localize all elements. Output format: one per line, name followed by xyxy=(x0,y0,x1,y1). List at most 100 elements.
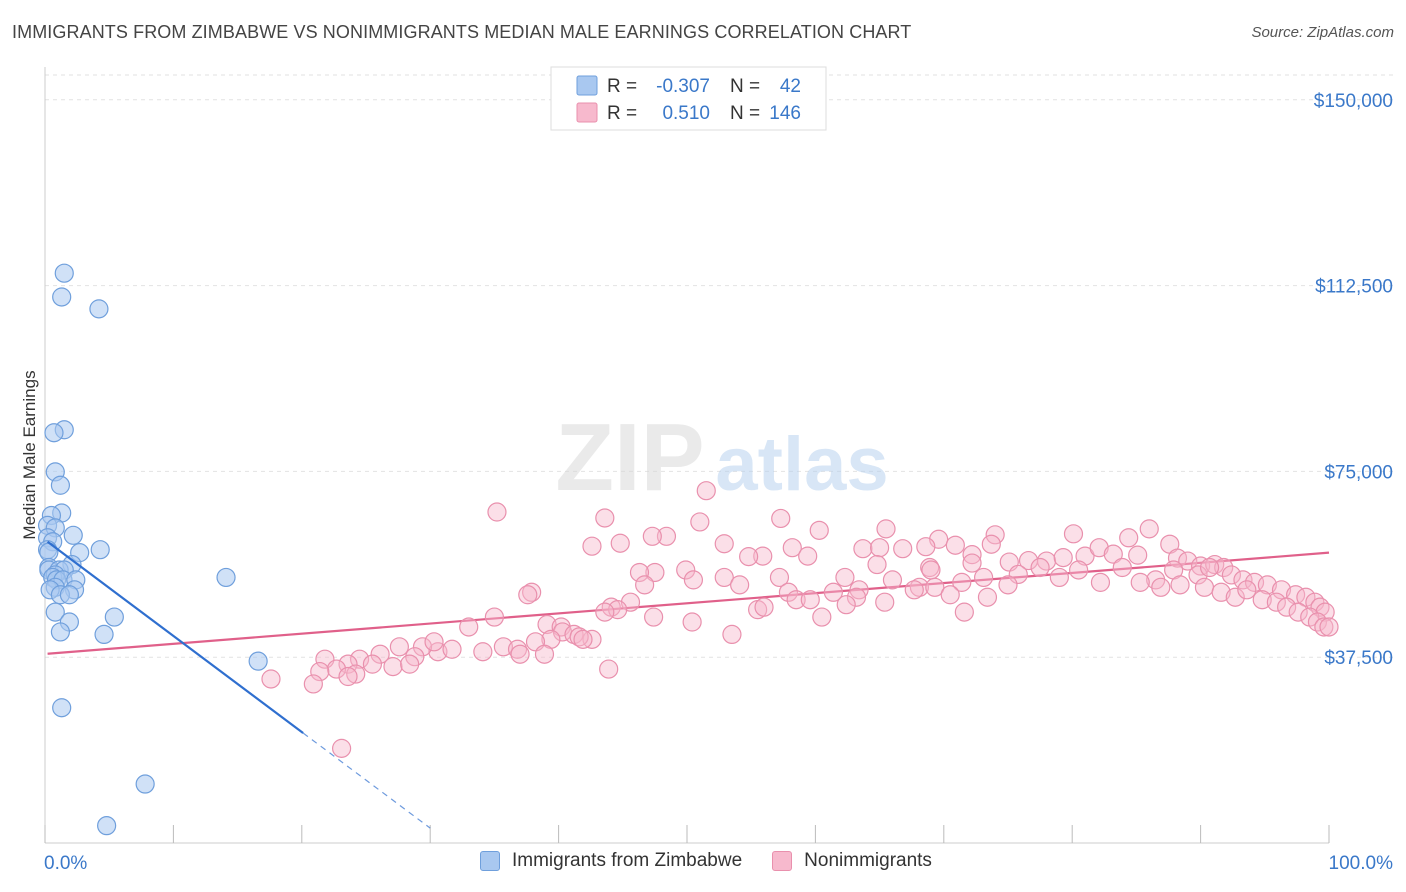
data-point-zimbabwe xyxy=(50,475,71,495)
data-point-nonimmigrants xyxy=(582,536,602,556)
trend-line-zimbabwe xyxy=(46,540,431,829)
data-point-nonimmigrants xyxy=(823,582,843,602)
data-point-nonimmigrants xyxy=(1008,564,1028,585)
data-point-nonimmigrants xyxy=(1307,612,1328,632)
data-point-nonimmigrants xyxy=(310,661,330,682)
data-point-nonimmigrants xyxy=(909,577,930,597)
data-point-nonimmigrants xyxy=(1252,590,1272,610)
data-point-nonimmigrants xyxy=(974,567,994,588)
y-tick-label: $75,000 xyxy=(1324,462,1393,483)
data-point-nonimmigrants xyxy=(1030,557,1050,578)
data-point-nonimmigrants xyxy=(1288,602,1308,622)
data-point-nonimmigrants xyxy=(1194,577,1215,597)
data-point-nonimmigrants xyxy=(303,674,323,694)
data-point-nonimmigrants xyxy=(573,629,593,649)
data-point-nonimmigrants xyxy=(1119,528,1139,548)
data-point-zimbabwe xyxy=(248,651,268,671)
data-point-nonimmigrants xyxy=(867,554,887,575)
data-point-nonimmigrants xyxy=(629,562,650,583)
data-point-nonimmigrants xyxy=(362,654,383,674)
trend-lines xyxy=(47,551,1330,655)
data-point-nonimmigrants xyxy=(424,632,444,652)
data-point-nonimmigrants xyxy=(1266,592,1286,612)
data-point-zimbabwe xyxy=(94,624,114,645)
data-point-nonimmigrants xyxy=(346,664,366,684)
data-point-nonimmigrants xyxy=(916,537,936,557)
data-point-nonimmigrants xyxy=(800,590,820,610)
data-point-nonimmigrants xyxy=(1319,617,1339,637)
data-point-nonimmigrants xyxy=(507,639,528,659)
data-point-nonimmigrants xyxy=(389,637,409,657)
data-point-nonimmigrants xyxy=(1221,565,1242,585)
data-point-nonimmigrants xyxy=(370,644,390,664)
data-point-nonimmigrants xyxy=(595,508,615,528)
data-point-nonimmigrants xyxy=(383,657,403,677)
data-point-nonimmigrants xyxy=(682,612,702,632)
data-point-nonimmigrants xyxy=(985,525,1005,545)
data-point-nonimmigrants xyxy=(1237,580,1257,600)
data-point-nonimmigrants xyxy=(349,649,370,669)
data-point-nonimmigrants xyxy=(714,567,734,588)
data-point-nonimmigrants xyxy=(875,592,895,612)
stats-n-label-2: N = xyxy=(730,103,760,124)
data-point-nonimmigrants xyxy=(1069,560,1089,580)
data-point-nonimmigrants xyxy=(510,644,530,664)
stats-r-label-2: R = xyxy=(607,103,637,124)
data-point-nonimmigrants xyxy=(534,644,555,664)
watermark-zip: ZIP xyxy=(555,404,704,511)
data-point-nonimmigrants xyxy=(1178,551,1198,571)
data-point-nonimmigrants xyxy=(493,637,513,657)
trend-line-zimbabwe-extension xyxy=(302,732,431,829)
data-point-nonimmigrants xyxy=(730,575,750,595)
data-point-nonimmigrants xyxy=(412,637,433,657)
stats-r-value-2: 0.510 xyxy=(662,103,710,124)
data-point-nonimmigrants xyxy=(882,570,903,590)
data-point-nonimmigrants xyxy=(1053,548,1073,568)
data-point-nonimmigrants xyxy=(1314,617,1334,637)
data-point-nonimmigrants xyxy=(893,539,913,559)
x-tick-label-max: 100.0% xyxy=(1329,853,1394,874)
stats-n-value-2: 146 xyxy=(769,103,801,124)
data-point-nonimmigrants xyxy=(921,560,941,580)
data-point-zimbabwe xyxy=(50,622,71,642)
series-zimbabwe-points xyxy=(37,263,268,836)
x-tick-label-min: 0.0% xyxy=(44,853,87,874)
data-point-nonimmigrants xyxy=(981,534,1001,554)
data-point-nonimmigrants xyxy=(846,587,867,607)
data-point-zimbabwe xyxy=(63,525,83,545)
data-point-nonimmigrants xyxy=(1090,572,1111,592)
data-point-zimbabwe xyxy=(52,698,72,718)
data-point-nonimmigrants xyxy=(1089,538,1109,558)
data-point-nonimmigrants xyxy=(332,738,352,758)
y-tick-label: $150,000 xyxy=(1314,91,1393,112)
data-point-nonimmigrants xyxy=(753,546,773,566)
data-point-zimbabwe xyxy=(52,287,72,307)
data-point-nonimmigrants xyxy=(1049,567,1069,588)
data-point-nonimmigrants xyxy=(782,538,802,558)
legend-swatch-nonimmigrants xyxy=(772,851,793,871)
data-point-nonimmigrants xyxy=(809,520,829,540)
watermark: ZIP atlas xyxy=(555,404,888,511)
data-point-zimbabwe xyxy=(54,263,74,283)
data-point-nonimmigrants xyxy=(1139,519,1159,539)
data-point-zimbabwe xyxy=(216,567,236,588)
data-point-nonimmigrants xyxy=(945,535,965,555)
watermark-atlas: atlas xyxy=(715,422,888,507)
data-point-nonimmigrants xyxy=(769,567,790,588)
legend-swatch-zimbabwe xyxy=(480,851,500,871)
data-point-nonimmigrants xyxy=(1188,565,1208,585)
stats-r-value-1: -0.307 xyxy=(656,76,710,97)
data-point-nonimmigrants xyxy=(849,580,869,600)
series-legend: Immigrants from Zimbabwe Nonimmigrants xyxy=(480,850,962,872)
legend-label-nonimmigrants: Nonimmigrants xyxy=(804,850,932,871)
data-point-nonimmigrants xyxy=(537,614,557,635)
data-point-nonimmigrants xyxy=(459,617,479,637)
data-point-nonimmigrants xyxy=(696,481,716,501)
data-point-nonimmigrants xyxy=(754,597,774,617)
data-point-nonimmigrants xyxy=(484,607,504,627)
data-point-nonimmigrants xyxy=(798,546,818,566)
tick-labels: $37,500 $75,000 $112,500 $150,000 0.0% 100.0% xyxy=(44,91,1393,874)
data-point-nonimmigrants xyxy=(326,659,347,679)
stats-swatch-blue xyxy=(576,75,598,96)
